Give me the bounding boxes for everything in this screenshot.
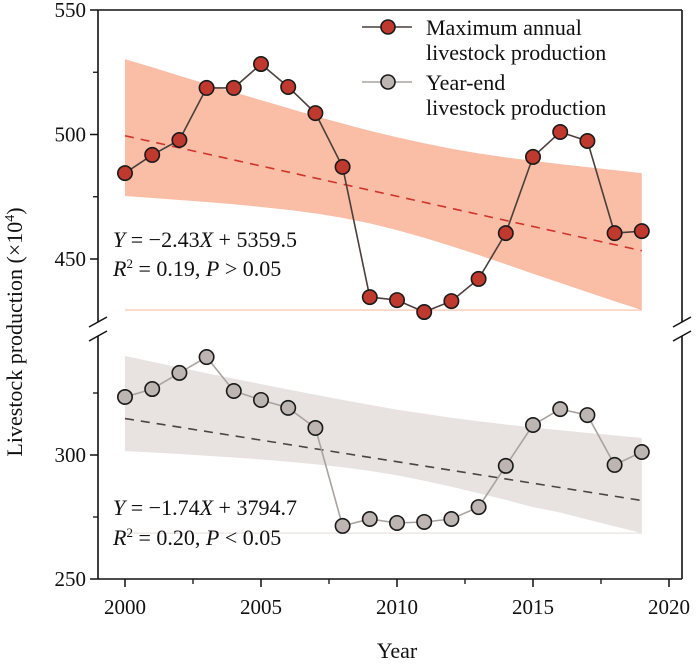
data-point-year-end-2006 [280, 399, 297, 416]
data-point-year-end-2016 [552, 401, 569, 418]
axis-break-mark-right-1 [672, 316, 692, 328]
legend-label-year-end-line2: livestock production [426, 95, 606, 120]
equation-lower: Y = −1.74X + 3794.7 [113, 495, 297, 520]
data-point-max-annual-2010 [388, 292, 405, 309]
legend-label-year-end-line1: Year-end [426, 70, 505, 95]
x-tick-label-2005: 2005 [240, 595, 282, 619]
data-point-max-annual-2011 [416, 304, 433, 321]
legend: Maximum annual livestock production Year… [362, 15, 606, 120]
data-point-max-annual-2002 [171, 131, 188, 148]
data-point-max-annual-2009 [361, 289, 378, 306]
y-tick-label-250: 250 [55, 567, 87, 591]
data-point-max-annual-2007 [307, 105, 324, 122]
y-axis-title-suffix: ) [2, 207, 27, 214]
data-point-year-end-2001 [144, 381, 161, 398]
data-point-year-end-2000 [117, 388, 134, 405]
data-point-year-end-2012 [443, 510, 460, 527]
data-point-year-end-2019 [633, 444, 650, 461]
legend-label-max-annual-line1: Maximum annual [426, 15, 582, 40]
x-tick-label-2020: 2020 [648, 595, 690, 619]
data-point-year-end-2017 [579, 407, 596, 424]
data-point-year-end-2018 [606, 456, 623, 473]
data-point-year-end-2008 [334, 517, 351, 534]
y-tick-label-550: 550 [55, 0, 87, 22]
tick-labels: 450 500 550 250 300 2000 2005 2010 2015 2020 [55, 0, 691, 619]
data-point-max-annual-2014 [497, 225, 514, 242]
y-axis-title-sup: 4 [3, 215, 18, 222]
trend-line-max-annual [124, 134, 642, 252]
legend-marker-year-end [380, 74, 396, 90]
data-point-max-annual-2000 [117, 165, 134, 182]
data-point-year-end-2011 [416, 513, 433, 530]
equation-upper: Y = −2.43X + 5359.5 [113, 227, 297, 252]
trend-line-year-end [124, 417, 642, 502]
y-tick-label-300: 300 [55, 443, 87, 467]
legend-item-max-annual: Maximum annual livestock production [362, 15, 606, 65]
data-point-max-annual-2012 [443, 293, 460, 310]
axes [88, 9, 692, 587]
data-point-max-annual-2019 [633, 223, 650, 240]
legend-label-max-annual-line2: livestock production [426, 40, 606, 65]
band-baselines [125, 309, 642, 534]
data-point-year-end-2002 [171, 364, 188, 381]
data-point-year-end-2005 [253, 391, 270, 408]
data-point-max-annual-2006 [280, 78, 297, 95]
data-point-max-annual-2001 [144, 146, 161, 163]
y-tick-label-500: 500 [55, 123, 87, 147]
trend-lines [124, 134, 642, 502]
data-point-max-annual-2005 [253, 56, 270, 73]
stats-upper: R2 = 0.19, P > 0.05 [112, 256, 281, 281]
axis-break-mark-left-1 [88, 316, 108, 328]
data-point-max-annual-2003 [198, 79, 215, 96]
regression-annotation-upper: Y = −2.43X + 5359.5 R2 = 0.19, P > 0.05 [112, 227, 297, 281]
data-point-max-annual-2017 [579, 132, 596, 149]
data-point-year-end-2015 [524, 416, 541, 433]
data-point-year-end-2014 [497, 457, 514, 474]
data-point-max-annual-2015 [524, 148, 541, 165]
data-point-max-annual-2013 [470, 270, 487, 287]
legend-marker-max-annual [380, 19, 396, 35]
axis-break-mark-right-2 [672, 330, 692, 342]
data-point-year-end-2013 [470, 499, 487, 516]
regression-annotation-lower: Y = −1.74X + 3794.7 R2 = 0.20, P < 0.05 [112, 495, 297, 550]
y-axis-title: Livestock production (×104) [2, 207, 27, 456]
ci-band-max-annual [125, 59, 642, 310]
data-point-year-end-2009 [361, 510, 378, 527]
y-tick-label-450: 450 [55, 247, 87, 271]
y-axis-title-main: Livestock production (×10 [2, 222, 27, 457]
legend-item-year-end: Year-end livestock production [362, 70, 606, 120]
axis-break-mark-left-2 [88, 330, 108, 342]
data-point-max-annual-2016 [552, 124, 569, 141]
x-tick-label-2010: 2010 [376, 595, 418, 619]
stats-lower: R2 = 0.20, P < 0.05 [112, 525, 281, 550]
data-point-max-annual-2004 [225, 79, 242, 96]
data-point-max-annual-2018 [606, 225, 623, 242]
data-markers [117, 56, 650, 534]
data-point-year-end-2004 [225, 383, 242, 400]
data-point-year-end-2007 [307, 419, 324, 436]
data-point-year-end-2010 [388, 514, 405, 531]
x-axis-title: Year [377, 638, 418, 663]
data-point-year-end-2003 [198, 349, 215, 366]
data-point-max-annual-2008 [334, 158, 351, 175]
x-tick-label-2015: 2015 [512, 595, 554, 619]
x-tick-label-2000: 2000 [104, 595, 146, 619]
